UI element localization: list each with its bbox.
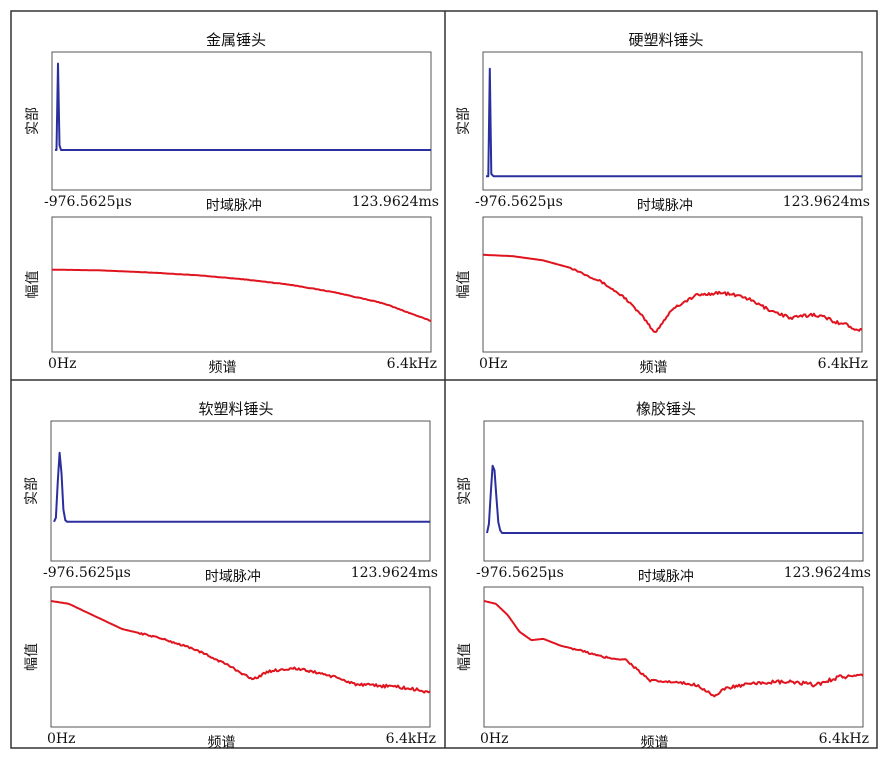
y-axis-label: 实部 <box>25 107 41 135</box>
impulse-series <box>53 451 430 523</box>
x-axis-label: 时域脉冲 <box>206 198 262 214</box>
panel-title: 橡胶锤头 <box>636 400 696 418</box>
y-axis-label: 幅值 <box>456 271 472 299</box>
x-axis-label: 频谱 <box>209 360 237 376</box>
impulse-series <box>55 62 431 151</box>
spectrum-plot: 幅值 0Hz 频谱 6.4kHz <box>456 216 868 376</box>
x-axis-label: 频谱 <box>208 735 236 751</box>
impulse-series <box>486 464 863 534</box>
y-axis-label: 幅值 <box>24 643 40 671</box>
x-tick-end: 6.4kHz <box>819 731 869 747</box>
impulse-series <box>486 67 862 178</box>
plot-area <box>482 216 863 353</box>
plot-area <box>50 420 431 562</box>
y-axis-label: 幅值 <box>457 643 473 671</box>
y-axis-label: 实部 <box>456 107 472 135</box>
y-axis-label: 幅值 <box>25 271 41 299</box>
x-axis-label: 时域脉冲 <box>637 198 693 214</box>
plot-area <box>482 51 863 191</box>
time-domain-plot: 实部 -976.5625μs 时域脉冲 123.9624ms <box>25 51 439 214</box>
spectrum-plot: 幅值 0Hz 频谱 6.4kHz <box>457 586 869 751</box>
spectrum-series <box>50 600 431 694</box>
x-tick-start: 0Hz <box>479 356 508 372</box>
figure-frame <box>10 10 878 749</box>
spectrum-plot: 幅值 0Hz 频谱 6.4kHz <box>25 216 437 376</box>
x-tick-start: -976.5625μs <box>475 194 563 210</box>
x-tick-end: 6.4kHz <box>818 356 868 372</box>
x-tick-end: 123.9624ms <box>784 565 871 581</box>
x-tick-end: 123.9624ms <box>352 194 439 210</box>
time-domain-plot: 实部 -976.5625μs 时域脉冲 123.9624ms <box>456 51 870 214</box>
panel-title: 金属锤头 <box>206 31 266 49</box>
x-axis-label: 频谱 <box>641 735 669 751</box>
time-domain-plot: 实部 -976.5625μs 时域脉冲 123.9624ms <box>457 420 871 585</box>
x-axis-label: 时域脉冲 <box>205 569 261 585</box>
plot-area <box>50 586 431 728</box>
x-tick-start: 0Hz <box>480 731 509 747</box>
x-tick-start: 0Hz <box>48 356 77 372</box>
spectrum-plot: 幅值 0Hz 频谱 6.4kHz <box>24 586 436 751</box>
x-axis-label: 时域脉冲 <box>638 569 694 585</box>
plot-area <box>51 216 432 353</box>
x-tick-start: -976.5625μs <box>44 194 132 210</box>
y-axis-label: 实部 <box>24 477 40 505</box>
x-tick-end: 6.4kHz <box>386 731 436 747</box>
plot-area <box>51 51 432 191</box>
x-axis-label: 频谱 <box>640 360 668 376</box>
x-tick-start: -976.5625μs <box>43 565 131 581</box>
spectrum-series <box>483 600 864 698</box>
plot-area <box>483 586 864 728</box>
spectrum-series <box>51 268 432 322</box>
panel-title: 硬塑料锤头 <box>628 31 703 49</box>
time-domain-plot: 实部 -976.5625μs 时域脉冲 123.9624ms <box>24 420 438 585</box>
plot-area <box>483 420 864 562</box>
x-tick-start: -976.5625μs <box>476 565 564 581</box>
x-tick-end: 6.4kHz <box>387 356 437 372</box>
spectrum-series <box>482 253 863 333</box>
x-tick-end: 123.9624ms <box>783 194 870 210</box>
panel-title: 软塑料锤头 <box>198 400 273 418</box>
x-tick-end: 123.9624ms <box>351 565 438 581</box>
y-axis-label: 实部 <box>457 477 473 505</box>
x-tick-start: 0Hz <box>47 731 76 747</box>
